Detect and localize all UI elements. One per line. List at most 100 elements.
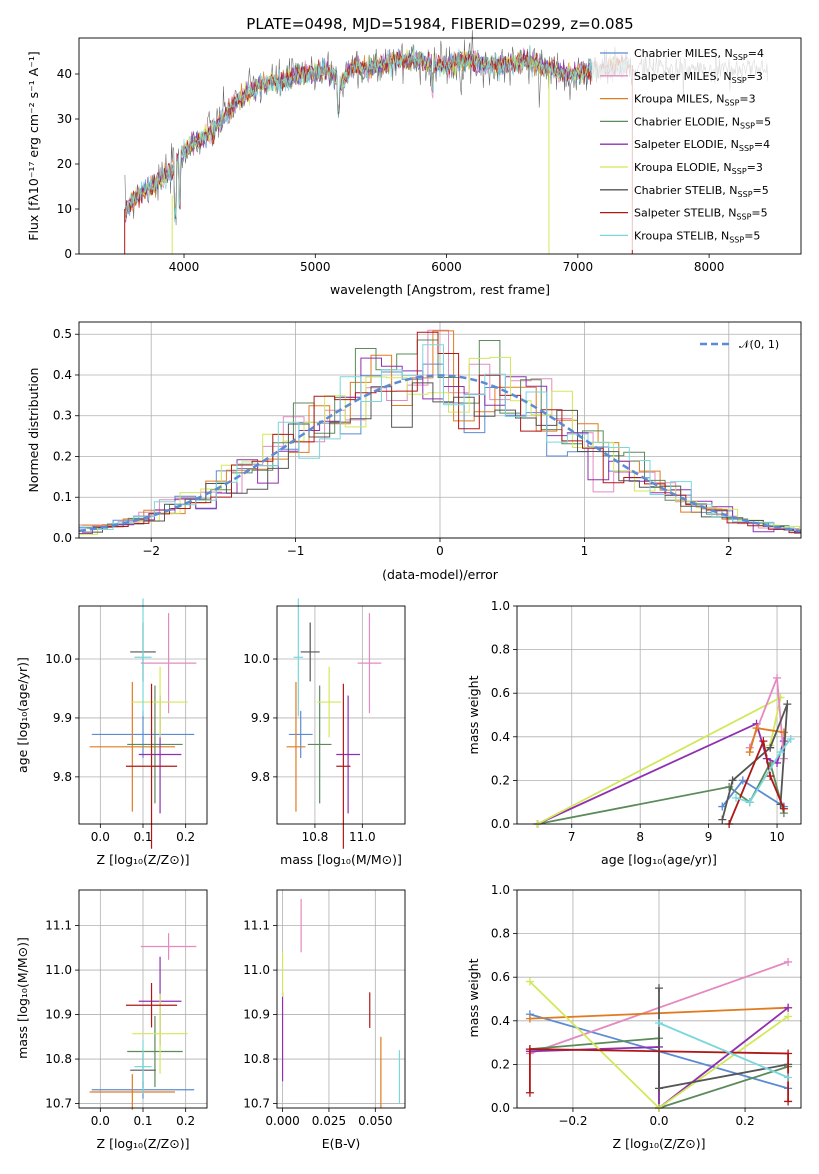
legend-entry: Salpeter MILES, NSSP=3	[634, 70, 763, 85]
legend-count: =5	[744, 229, 760, 242]
y-tick-label: 10.0	[45, 652, 72, 666]
massweight-point-marker	[779, 728, 788, 737]
legend-entry: Chabrier ELODIE, NSSP=5	[634, 115, 771, 130]
y-tick-label: 0.3	[53, 409, 72, 423]
age-y-label: age [log₁₀(age/yr)]	[15, 657, 30, 773]
y-tick-label: 0.0	[491, 1101, 510, 1115]
y-tick-label: 0.1	[53, 490, 72, 504]
mass-y-label: mass [log₁₀(M/M⊙)]	[15, 937, 30, 1059]
y-tick-label: 1.0	[491, 599, 510, 613]
x-tick-label: 0.0	[91, 830, 110, 844]
massweight-point-marker	[784, 1003, 793, 1012]
massweight-y-label-bottom: mass weight	[466, 958, 481, 1037]
mass-vs-extinction-panel: 0.000 0.025 0.050 10.7 10.8 10.9 11.0 11.1	[243, 889, 406, 1128]
massweight-point-marker	[525, 1088, 534, 1097]
x-tick-label: 8000	[694, 260, 725, 274]
histogram-step-series	[79, 356, 801, 535]
x-tick-label: 10	[769, 830, 784, 844]
z-x-label-top: Z [log₁₀(Z/Z⊙)]	[97, 852, 190, 867]
massweight-point-marker	[728, 776, 737, 785]
y-tick-label: 0.6	[491, 686, 510, 700]
histogram-step-series	[81, 382, 801, 533]
age-vs-mass-panel: 10.8 11.0 9.8 9.9 10.0	[243, 598, 406, 849]
axes-frame	[276, 889, 406, 1109]
legend-entry: Kroupa ELODIE, NSSP=3	[634, 161, 763, 176]
axes-frame	[276, 605, 406, 825]
legend-entry: Chabrier STELIB, NSSP=5	[634, 184, 769, 199]
x-tick-label: 0.2	[736, 1114, 755, 1128]
legend-subscript: SSP	[739, 144, 754, 153]
massweight-point-marker	[784, 1049, 793, 1058]
massweight-y-label-top: mass weight	[466, 675, 481, 754]
y-tick-label: 30	[57, 112, 72, 126]
y-tick-label: 10.8	[243, 1052, 270, 1066]
massweight-point-marker	[783, 700, 792, 709]
massweight-point-marker	[525, 1014, 534, 1023]
massweight-vs-age-panel: 7 8 9 10 0.0 0.2 0.4 0.6 0.8 1.0	[491, 599, 802, 844]
axes-frame	[78, 37, 802, 255]
x-tick-label: 0.000	[265, 1114, 299, 1128]
y-tick-label: 9.8	[53, 770, 72, 784]
x-tick-label: 0.1	[133, 830, 152, 844]
axes-frame	[78, 321, 802, 539]
legend-count: =4	[748, 47, 764, 60]
ebv-x-label: E(B-V)	[322, 1136, 361, 1151]
z-x-label-bottom: Z [log₁₀(Z/Z⊙)]	[97, 1136, 190, 1151]
massweight-point-marker	[655, 1018, 663, 1027]
y-tick-label: 10	[57, 202, 72, 216]
massweight-point-marker	[745, 748, 754, 757]
y-tick-label: 11.0	[45, 963, 72, 977]
y-tick-label: 0.0	[491, 817, 510, 831]
massweight-point-marker	[655, 984, 663, 993]
y-tick-label: 20	[57, 157, 72, 171]
y-tick-label: 10.0	[243, 652, 270, 666]
massweight-series-line	[735, 738, 792, 804]
residual-histogram-panel: −2 −1 0 1 2 0.0 0.1 0.2 0.3 0.4 0.5	[53, 321, 802, 558]
age-vs-metallicity-panel: 0.0 0.1 0.2 9.8 9.9 10.0	[45, 598, 208, 849]
massweight-point-marker	[525, 977, 534, 986]
legend-subscript: SSP	[724, 99, 739, 108]
y-tick-label: 10.9	[45, 1008, 72, 1022]
massweight-point-marker	[759, 737, 768, 746]
legend-subscript: SSP	[738, 190, 753, 199]
y-tick-label: 10.7	[45, 1097, 72, 1111]
x-tick-label: 10.8	[302, 830, 329, 844]
x-tick-label: 11.0	[349, 830, 376, 844]
y-tick-label: 11.1	[243, 919, 270, 933]
legend-count: =5	[753, 184, 769, 197]
y-tick-label: 0.4	[491, 1014, 510, 1028]
y-tick-label: 0.8	[491, 927, 510, 941]
massweight-point-marker	[784, 1012, 793, 1021]
y-tick-label: 0.5	[53, 327, 72, 341]
legend-subscript: SSP	[732, 167, 747, 176]
massweight-vs-metallicity-panel: −0.2 0.0 0.2 0.0 0.2 0.4 0.6 0.8 1.0	[491, 883, 802, 1128]
massweight-point-marker	[525, 1045, 534, 1054]
massweight-series-line	[537, 722, 785, 825]
legend-count: =5	[755, 115, 771, 128]
y-tick-label: 9.8	[251, 770, 270, 784]
massweight-point-marker	[745, 798, 754, 807]
x-tick-label: 5000	[300, 260, 331, 274]
massweight-series-line	[748, 727, 785, 753]
legend-subscript: SSP	[736, 213, 751, 222]
x-tick-label: 0.0	[649, 1114, 668, 1128]
legend-count: =4	[754, 138, 770, 151]
y-tick-label: 10.7	[243, 1097, 270, 1111]
spectrum-series-line	[124, 45, 631, 223]
massweight-point-marker	[752, 724, 761, 733]
histogram-y-label: Normed distribution	[26, 368, 41, 493]
massweight-point-marker	[784, 1073, 793, 1082]
x-tick-label: 0.050	[358, 1114, 392, 1128]
massweight-series-line	[748, 677, 785, 759]
x-tick-label: 4000	[169, 260, 200, 274]
x-tick-label: 9	[705, 830, 713, 844]
x-tick-label: −0.2	[558, 1114, 587, 1128]
x-tick-label: 0.2	[176, 830, 195, 844]
y-tick-label: 11.0	[243, 963, 270, 977]
massweight-series-line	[537, 760, 785, 825]
x-tick-label: −2	[142, 544, 160, 558]
massweight-point-marker	[655, 1084, 663, 1093]
massweight-point-marker	[738, 776, 747, 785]
legend-subscript: SSP	[740, 121, 755, 130]
